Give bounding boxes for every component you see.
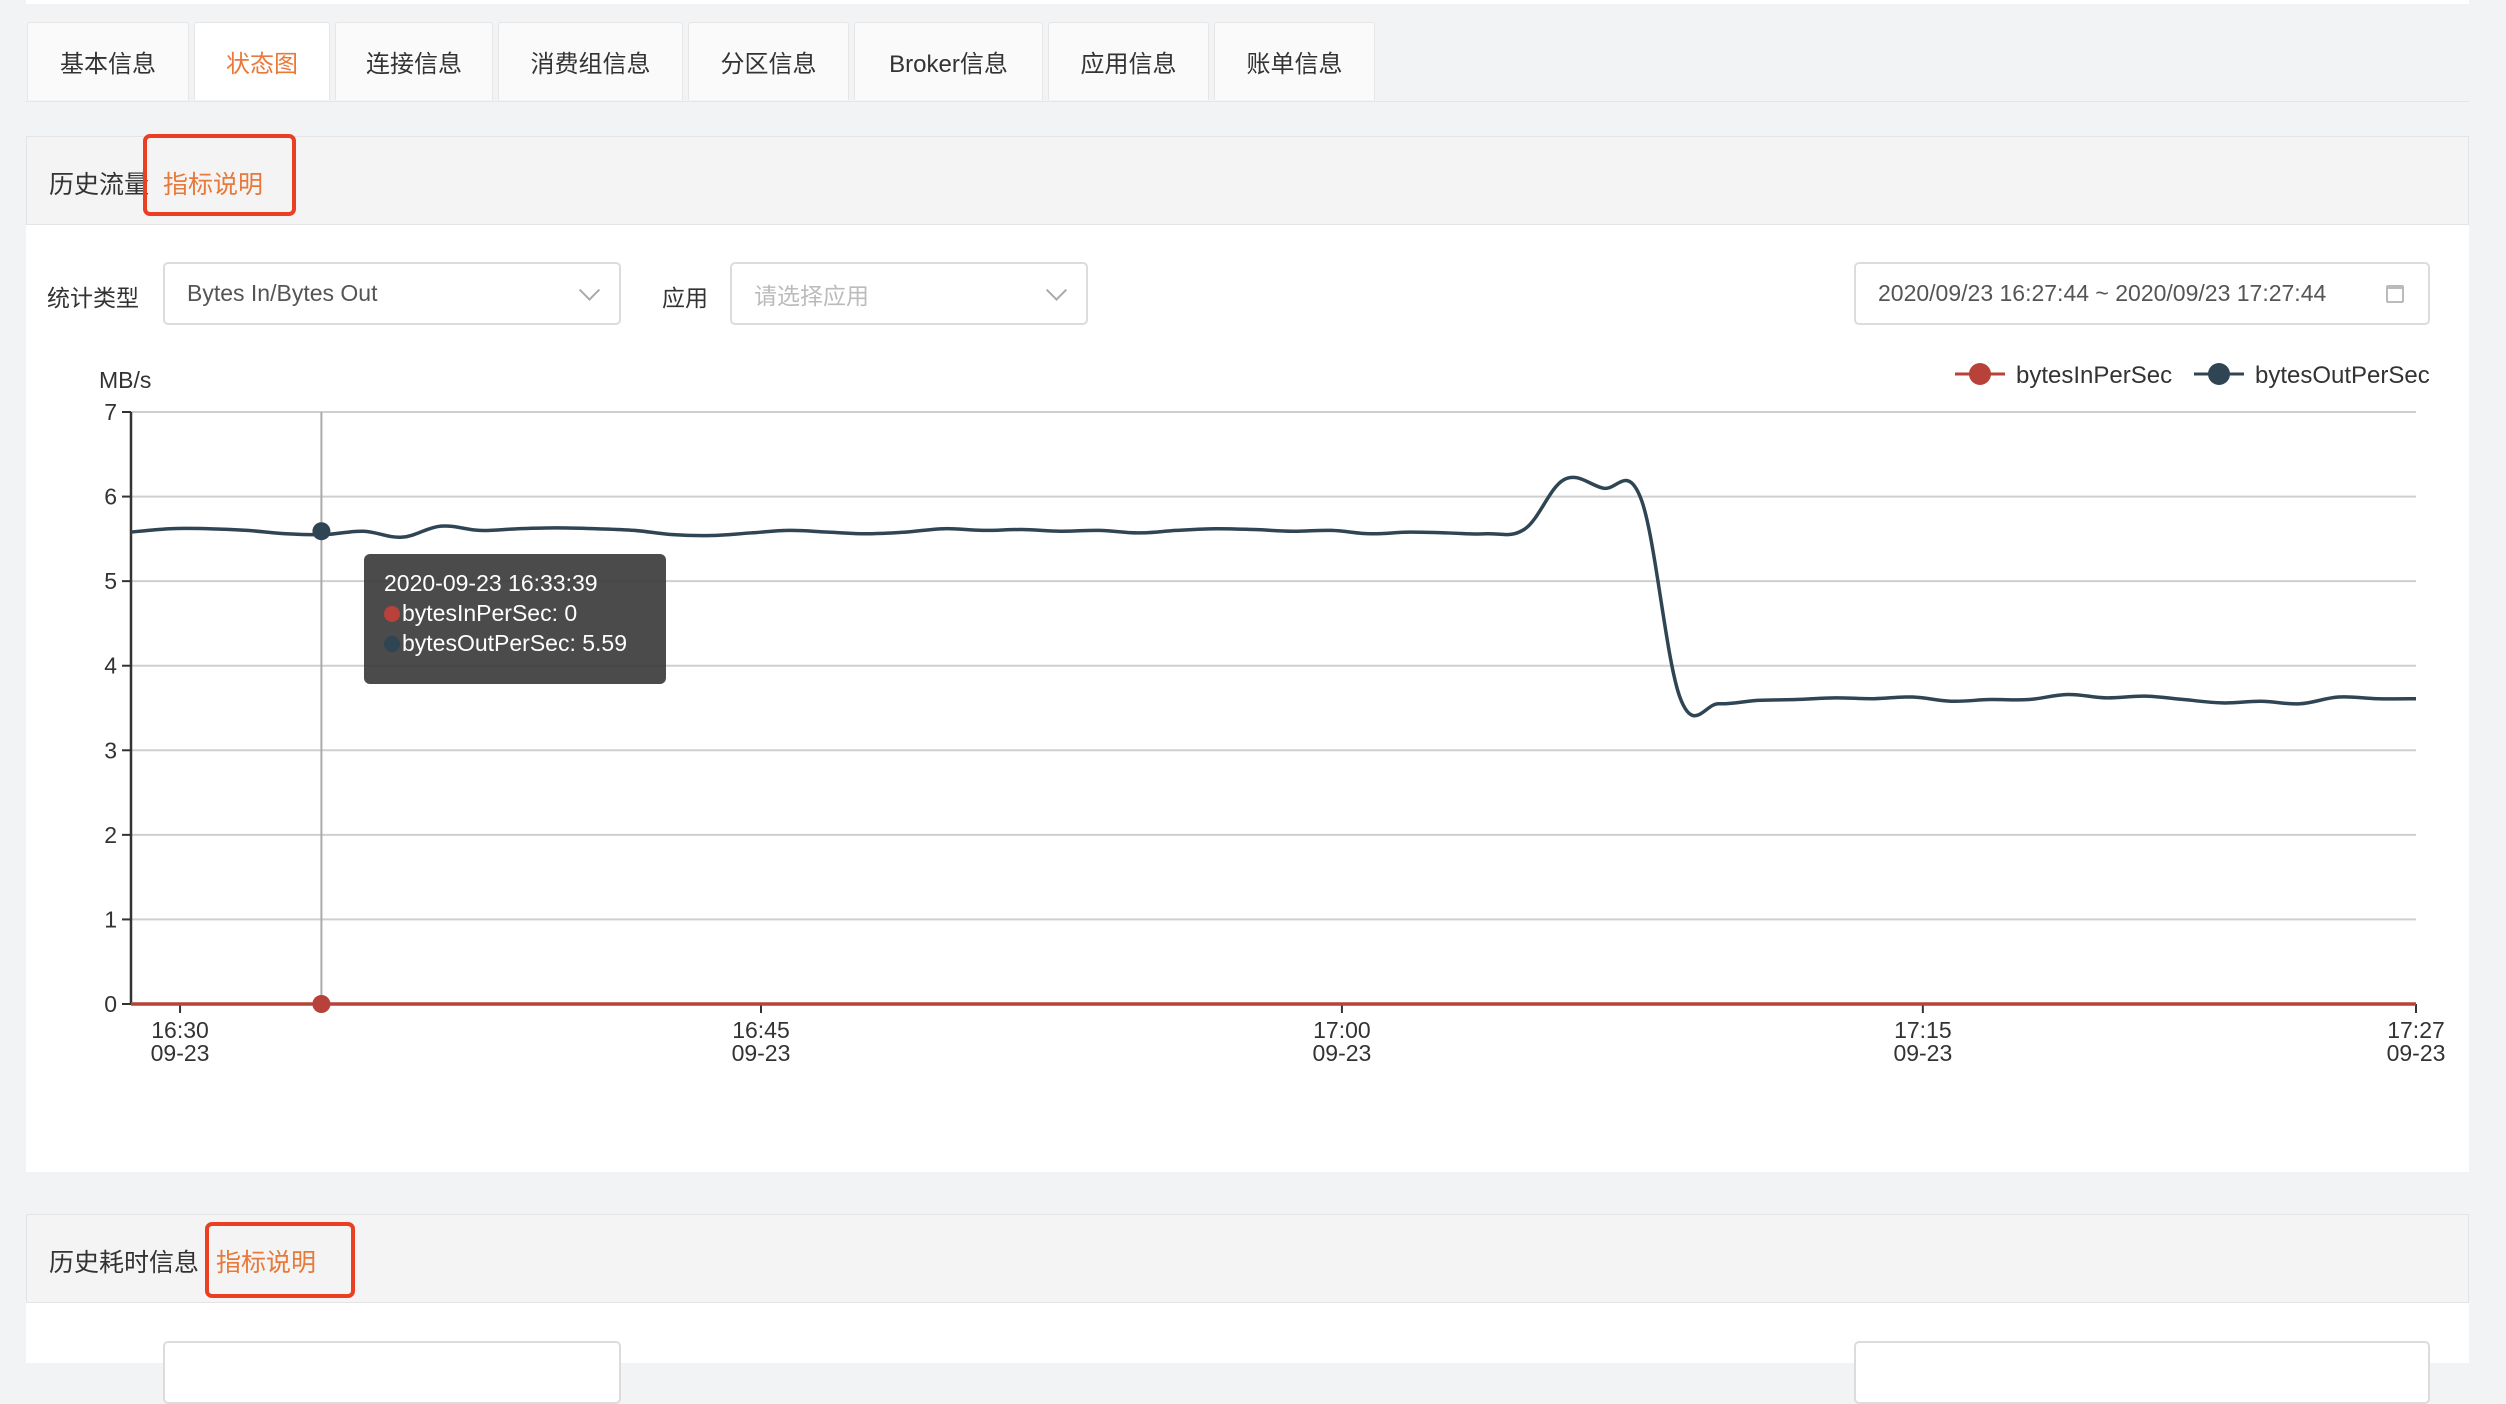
- y-tick-label: 2: [104, 822, 117, 848]
- tab-partition-info[interactable]: 分区信息: [688, 22, 849, 100]
- y-tick-label: 3: [104, 737, 117, 763]
- x-tick-label: 17:15: [1894, 1017, 1952, 1043]
- y-tick-label: 1: [104, 906, 117, 932]
- stat-type-value: Bytes In/Bytes Out: [187, 280, 378, 306]
- top-strip: [26, 0, 2469, 4]
- tooltip-time: 2020-09-23 16:33:39: [384, 570, 598, 596]
- y-tick-label: 5: [104, 568, 117, 594]
- y-tick-label: 4: [104, 653, 117, 679]
- legend-label-bytesInPerSec[interactable]: bytesInPerSec: [2016, 362, 2172, 389]
- tab-status-chart[interactable]: 状态图: [194, 22, 330, 100]
- x-tick-label: 17:27: [2387, 1017, 2445, 1043]
- highlight-box: [143, 134, 296, 216]
- x-tick-label: 09-23: [1893, 1040, 1952, 1066]
- tab-divider: [26, 101, 2469, 102]
- y-tick-label: 0: [104, 991, 117, 1017]
- latency-stat-type-select[interactable]: [163, 1341, 621, 1404]
- legend-marker-bytesOutPerSec: [2208, 363, 2230, 385]
- stat-type-select[interactable]: Bytes In/Bytes Out: [163, 262, 621, 325]
- bytes-in-dot-icon: [384, 606, 400, 622]
- x-tick-label: 09-23: [1313, 1040, 1372, 1066]
- tooltip-bytes-in: bytesInPerSec: 0: [402, 600, 578, 626]
- x-tick-label: 09-23: [2387, 1040, 2446, 1066]
- x-tick-label: 16:30: [151, 1017, 209, 1043]
- date-range-picker[interactable]: 2020/09/23 16:27:44 ~ 2020/09/23 17:27:4…: [1854, 262, 2430, 325]
- tab-bar: 基本信息 状态图 连接信息 消费组信息 分区信息 Broker信息 应用信息 账…: [27, 22, 1375, 102]
- app-placeholder: 请选择应用: [754, 282, 869, 309]
- legend-marker-bytesInPerSec: [1969, 363, 1991, 385]
- x-tick-label: 17:00: [1313, 1017, 1371, 1043]
- hover-point-bytesInPerSec: [312, 995, 331, 1013]
- latency-date-range-picker[interactable]: [1854, 1341, 2430, 1404]
- traffic-panel-body: 统计类型 Bytes In/Bytes Out 应用 请选择应用 2020/09…: [26, 225, 2469, 1172]
- x-tick-label: 09-23: [151, 1040, 210, 1066]
- tab-app-info[interactable]: 应用信息: [1048, 22, 1209, 100]
- y-tick-label: 7: [104, 399, 117, 425]
- bytes-out-dot-icon: [384, 636, 400, 652]
- stat-type-label: 统计类型: [47, 285, 139, 311]
- app-label: 应用: [662, 285, 708, 311]
- calendar-icon: [2386, 284, 2404, 303]
- traffic-panel-title: 历史流量: [49, 171, 150, 199]
- app-select[interactable]: 请选择应用: [730, 262, 1088, 325]
- y-axis-label: MB/s: [99, 367, 151, 393]
- tab-connection-info[interactable]: 连接信息: [335, 22, 493, 100]
- chart-tooltip: 2020-09-23 16:33:39 bytesInPerSec: 0 byt…: [364, 554, 666, 684]
- date-range-value: 2020/09/23 16:27:44 ~ 2020/09/23 17:27:4…: [1878, 280, 2327, 306]
- tooltip-bytes-out: bytesOutPerSec: 5.59: [402, 630, 628, 656]
- x-tick-label: 16:45: [732, 1017, 790, 1043]
- latency-panel-body: [26, 1303, 2469, 1404]
- latency-help-link[interactable]: 指标说明: [216, 1249, 317, 1277]
- traffic-panel-header: 历史流量 指标说明: [26, 136, 2469, 225]
- x-tick-label: 09-23: [732, 1040, 791, 1066]
- traffic-chart[interactable]: 01234567MB/s16:3009-2316:4509-2317:0009-…: [26, 225, 2469, 1172]
- tab-broker-info[interactable]: Broker信息: [854, 22, 1043, 100]
- highlight-box: [205, 1222, 355, 1298]
- y-tick-label: 6: [104, 484, 117, 510]
- tab-basic-info[interactable]: 基本信息: [27, 22, 189, 100]
- tab-bill-info[interactable]: 账单信息: [1214, 22, 1375, 100]
- latency-panel-header: 历史耗时信息 指标说明: [26, 1214, 2469, 1303]
- tab-consumer-group-info[interactable]: 消费组信息: [498, 22, 683, 100]
- latency-panel-title: 历史耗时信息: [49, 1249, 200, 1277]
- hover-point-bytesOutPerSec: [312, 522, 331, 541]
- series-line-bytesOutPerSec: [130, 475, 2417, 718]
- traffic-help-link[interactable]: 指标说明: [163, 171, 264, 199]
- legend-label-bytesOutPerSec[interactable]: bytesOutPerSec: [2255, 362, 2430, 389]
